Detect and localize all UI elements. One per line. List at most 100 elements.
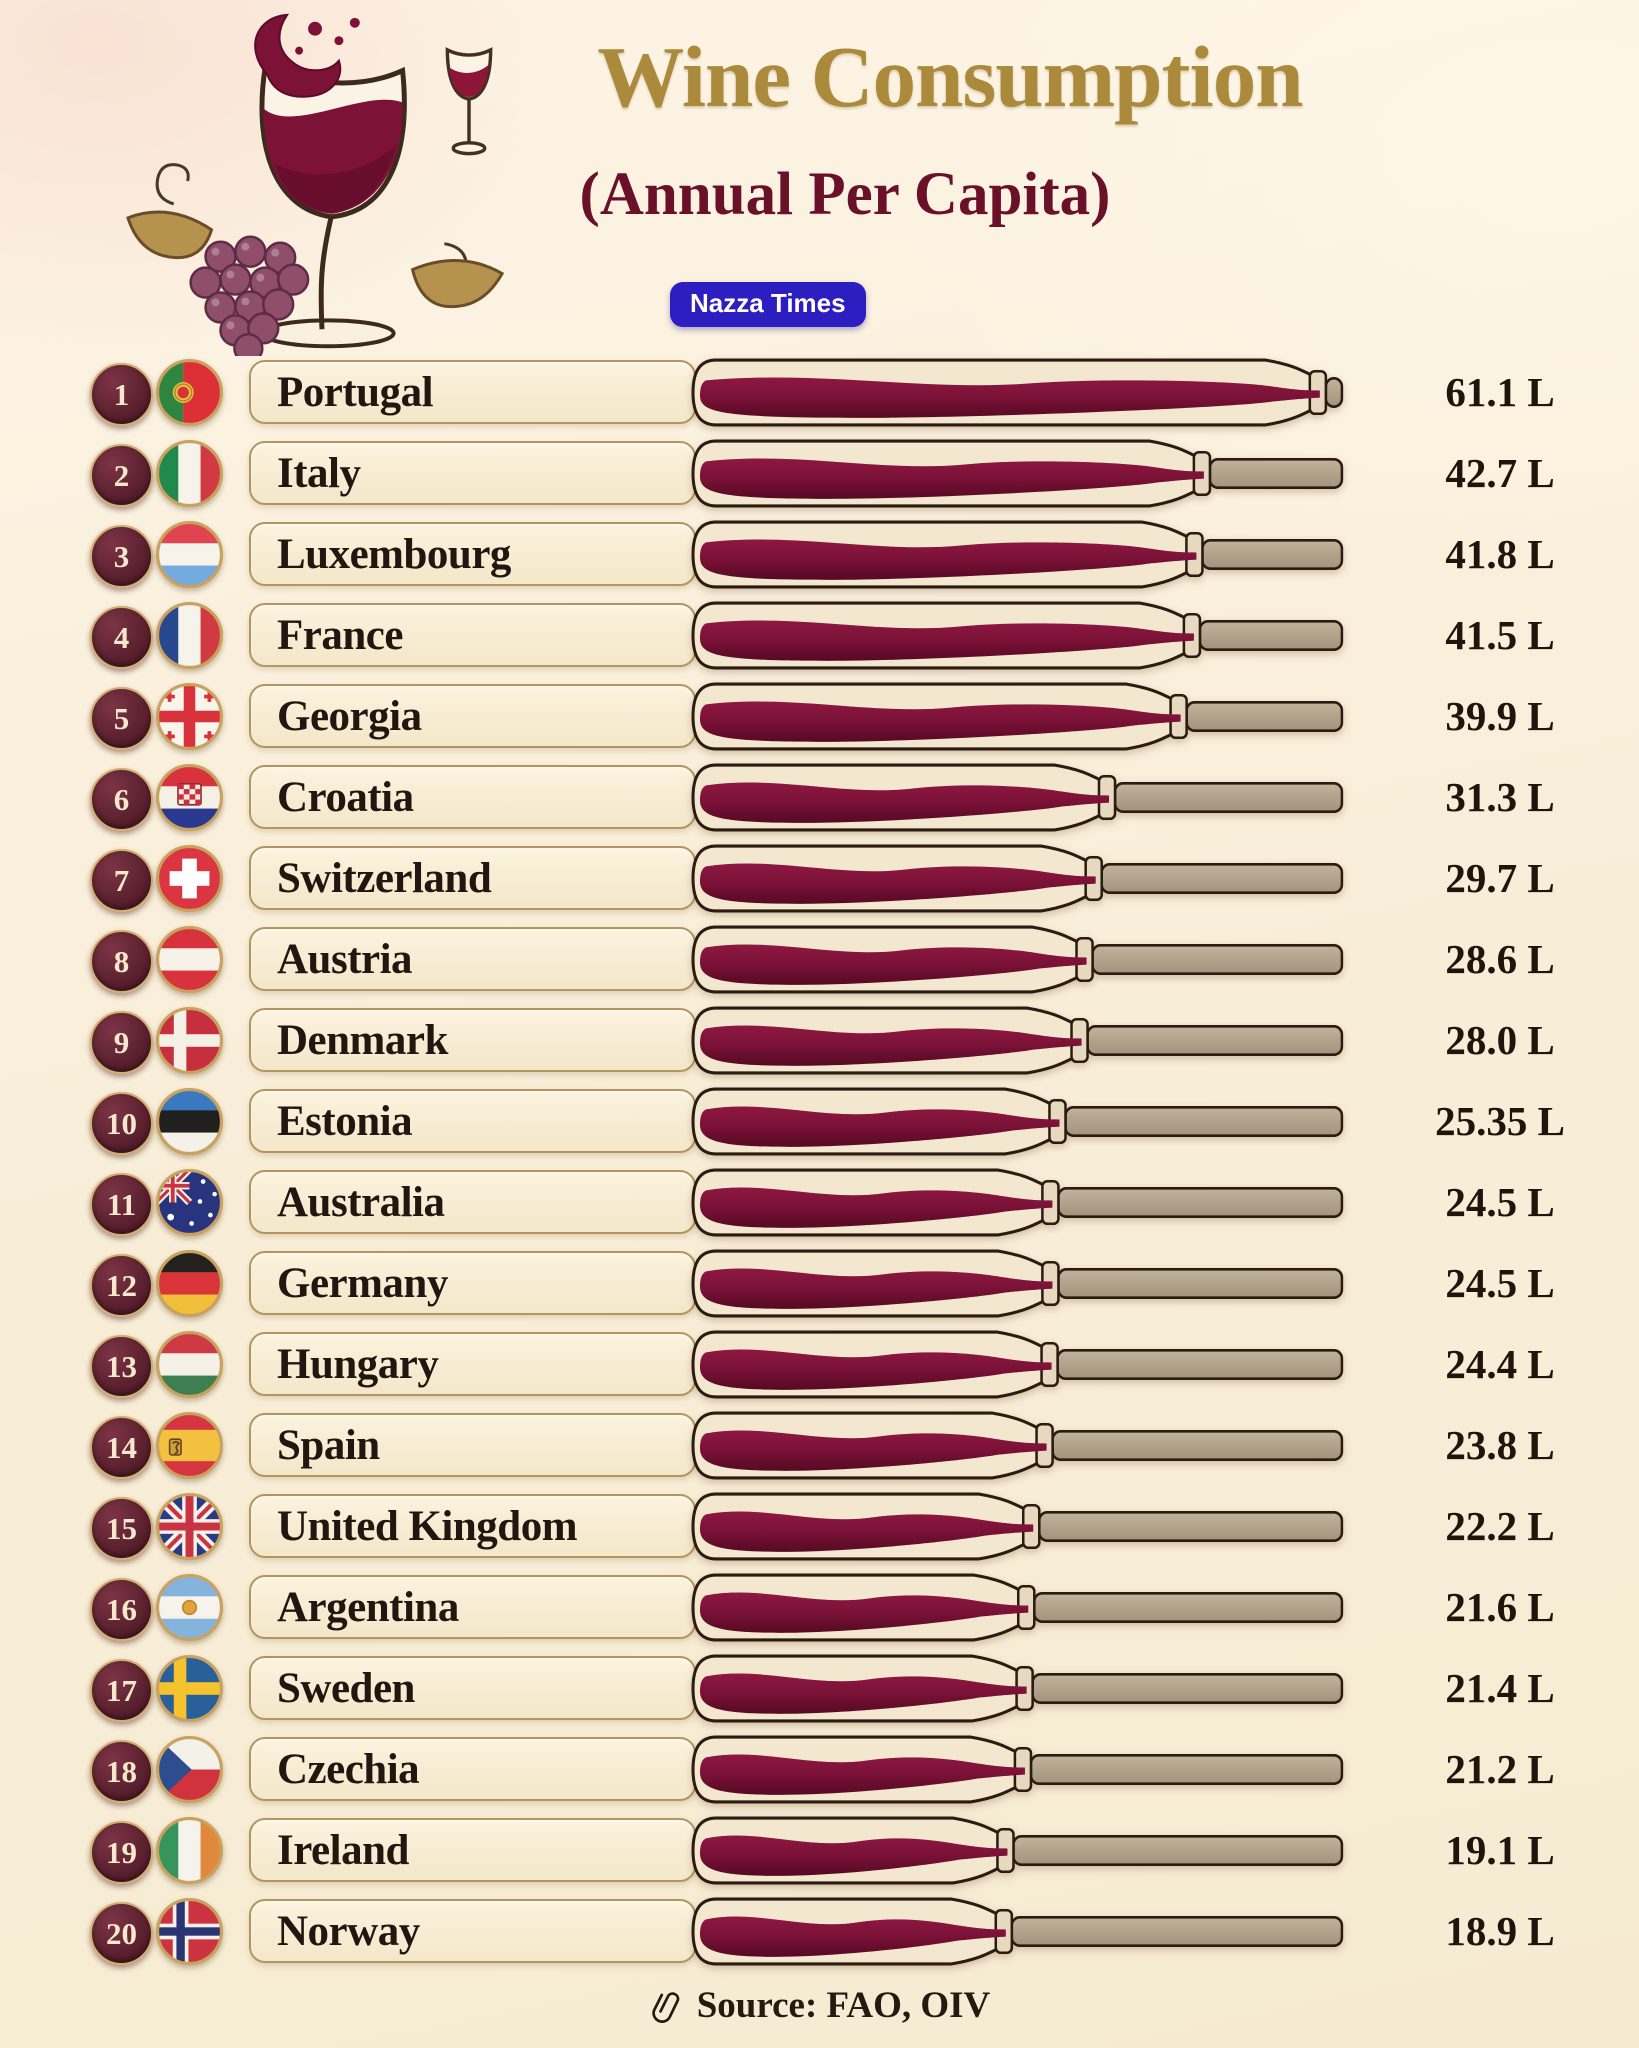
rank-number: 8 — [113, 943, 130, 979]
wine-bottle-bar — [688, 1084, 1372, 1159]
wine-bottle-bar — [688, 355, 1372, 430]
rank-number: 15 — [106, 1510, 137, 1546]
country-row: 8 Austria 28.6 L — [0, 919, 1639, 1000]
wine-bottle-bar — [688, 922, 1372, 997]
wine-glass-grapes-illustration — [116, 12, 524, 364]
country-name-box: Argentina — [249, 1575, 696, 1639]
country-name-box: Norway — [249, 1899, 696, 1963]
country-name-box: Germany — [249, 1251, 696, 1315]
country-flag-icon — [156, 359, 223, 426]
country-name: Czechia — [277, 1745, 420, 1793]
country-flag-icon — [156, 1493, 223, 1560]
country-row: 15 United Kingdom 22.2 L — [0, 1486, 1639, 1567]
wine-bottle-bar — [688, 1813, 1372, 1888]
country-flag-icon — [156, 1250, 223, 1317]
rank-badge: 12 — [90, 1254, 153, 1317]
country-name-box: Denmark — [249, 1008, 696, 1072]
country-name: Switzerland — [277, 854, 492, 902]
country-flag-icon — [156, 1655, 223, 1722]
country-name: Australia — [277, 1178, 445, 1226]
consumption-value: 19.1 L — [1445, 1827, 1555, 1873]
wine-bottle-bar — [688, 436, 1372, 511]
country-flag-icon — [156, 1898, 223, 1965]
consumption-value: 61.1 L — [1445, 369, 1555, 415]
consumption-value: 24.4 L — [1445, 1341, 1555, 1387]
country-name-box: Luxembourg — [249, 522, 696, 586]
rank-number: 14 — [106, 1429, 137, 1465]
country-row: 20 Norway 18.9 L — [0, 1891, 1639, 1972]
rank-badge: 20 — [90, 1902, 153, 1965]
country-name-box: Sweden — [249, 1656, 696, 1720]
rank-badge: 16 — [90, 1578, 153, 1641]
wine-bottle-bar — [688, 1327, 1372, 1402]
consumption-value: 22.2 L — [1445, 1503, 1555, 1549]
wine-bottle-bar — [688, 1246, 1372, 1321]
rank-number: 20 — [106, 1915, 137, 1951]
rank-badge: 3 — [90, 525, 153, 588]
consumption-value: 28.6 L — [1445, 936, 1555, 982]
consumption-value: 25.35 L — [1435, 1098, 1565, 1144]
country-flag-icon — [156, 1169, 223, 1236]
rank-badge: 1 — [90, 363, 153, 426]
wine-bottle-bar — [688, 841, 1372, 916]
rank-badge: 18 — [90, 1740, 153, 1803]
country-name-box: Ireland — [249, 1818, 696, 1882]
country-name-box: Portugal — [249, 360, 696, 424]
consumption-value: 41.8 L — [1445, 531, 1555, 577]
consumption-value: 29.7 L — [1445, 855, 1555, 901]
country-flag-icon — [156, 1736, 223, 1803]
wine-bottle-bar — [688, 1165, 1372, 1240]
wine-bottle-bar — [688, 1003, 1372, 1078]
rank-badge: 8 — [90, 930, 153, 993]
country-name-box: Switzerland — [249, 846, 696, 910]
wine-bottle-bar — [688, 1570, 1372, 1645]
rank-number: 2 — [113, 457, 130, 493]
consumption-value: 28.0 L — [1445, 1017, 1555, 1063]
country-row: 11 Australia — [0, 1162, 1639, 1243]
source-text: Source: FAO, OIV — [696, 1985, 991, 2026]
rank-number: 11 — [106, 1186, 137, 1222]
consumption-value: 24.5 L — [1445, 1179, 1555, 1225]
country-name: Italy — [277, 449, 361, 497]
country-flag-icon — [156, 1817, 223, 1884]
country-row: 14 Spain 23.8 L — [0, 1405, 1639, 1486]
country-name-box: Czechia — [249, 1737, 696, 1801]
consumption-value: 18.9 L — [1445, 1908, 1555, 1954]
country-flag-icon — [156, 1331, 223, 1398]
consumption-value: 21.4 L — [1445, 1665, 1555, 1711]
rank-badge: 6 — [90, 768, 153, 831]
rank-badge: 19 — [90, 1821, 153, 1884]
rank-badge: 17 — [90, 1659, 153, 1722]
country-flag-icon — [156, 440, 223, 507]
rank-number: 12 — [106, 1267, 137, 1303]
country-name: Sweden — [277, 1664, 415, 1712]
wine-glass-icon — [438, 44, 500, 162]
consumption-value: 24.5 L — [1445, 1260, 1555, 1306]
country-name: Croatia — [277, 773, 414, 821]
page-subtitle: (Annual Per Capita) — [579, 161, 1111, 228]
country-row: 5 Georgia 39 — [0, 676, 1639, 757]
rank-number: 1 — [113, 376, 130, 412]
country-flag-icon — [156, 1574, 223, 1641]
country-row: 9 Denmark 28.0 L — [0, 1000, 1639, 1081]
country-name-box: Austria — [249, 927, 696, 991]
rank-number: 13 — [106, 1348, 137, 1384]
country-name: Austria — [277, 935, 413, 983]
page-title: Wine Consumption — [597, 28, 1303, 125]
wine-bottle-bar — [688, 598, 1372, 673]
country-flag-icon — [156, 764, 223, 831]
country-name-box: France — [249, 603, 696, 667]
rank-badge: 7 — [90, 849, 153, 912]
rank-badge: 4 — [90, 606, 153, 669]
country-name: France — [277, 611, 403, 659]
country-row: 12 Germany 24.5 L — [0, 1243, 1639, 1324]
country-row: 7 Switzerland 29.7 L — [0, 838, 1639, 919]
wine-bottle-bar — [688, 517, 1372, 592]
country-flag-icon — [156, 926, 223, 993]
country-row: 2 Italy 42.7 L — [0, 433, 1639, 514]
country-flag-icon — [156, 521, 223, 588]
rank-number: 9 — [113, 1024, 130, 1060]
country-name: Ireland — [277, 1826, 409, 1874]
rank-number: 18 — [106, 1753, 137, 1789]
rank-badge: 5 — [90, 687, 153, 750]
